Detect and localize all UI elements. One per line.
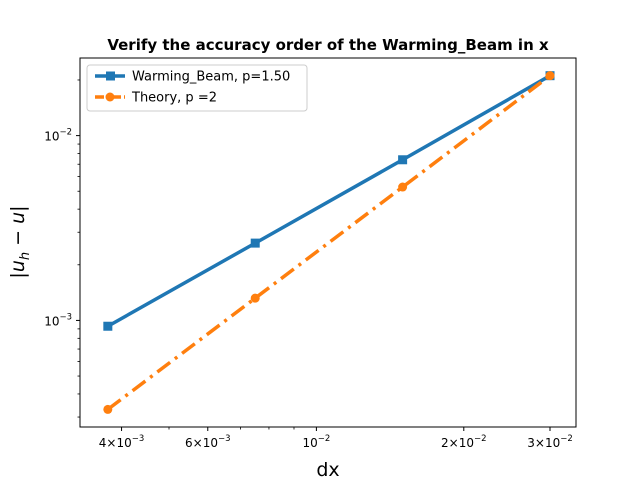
x-tick-label: 6×10−3 <box>185 434 231 450</box>
data-point-circle <box>398 182 408 192</box>
legend-label-1: Warming_Beam, p=1.50 <box>132 70 290 85</box>
plot-frame <box>79 57 577 428</box>
legend-box <box>86 64 308 112</box>
legend-marker-circle <box>105 92 115 102</box>
data-point-circle <box>545 71 555 81</box>
x-axis-label: dx <box>316 459 339 480</box>
x-tick-label: 2×10−2 <box>441 434 487 450</box>
y-axis-label: |uh − u| <box>7 205 33 278</box>
y-tick-label: 10−2 <box>44 128 72 144</box>
legend: Warming_Beam, p=1.50 Theory, p =2 <box>86 64 308 112</box>
legend-label-2: Theory, p =2 <box>131 91 217 106</box>
legend-marker-square <box>106 71 115 81</box>
y-tick-label: 10−3 <box>44 312 72 328</box>
data-point-square <box>398 155 408 165</box>
data-point-circle <box>103 404 113 414</box>
x-tick-label: 4×10−3 <box>99 434 144 450</box>
ticks-layer: 4×10−3 6×10−3 10−2 2×10−2 3×10−2 10−3 10−2 <box>44 79 573 450</box>
series-layer <box>103 71 555 414</box>
x-tick-label: 10−2 <box>302 434 330 450</box>
data-point-circle <box>250 293 260 303</box>
chart-title: Verify the accuracy order of the Warming… <box>107 36 549 54</box>
data-point-square <box>250 238 260 248</box>
series-line-1 <box>106 74 551 328</box>
x-tick-label: 3×10−2 <box>527 434 573 450</box>
data-point-square <box>103 321 113 331</box>
